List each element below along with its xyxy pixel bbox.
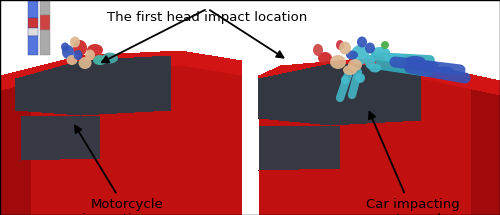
Ellipse shape bbox=[313, 44, 323, 56]
Ellipse shape bbox=[318, 52, 332, 64]
Ellipse shape bbox=[330, 55, 346, 69]
Ellipse shape bbox=[73, 40, 87, 56]
Ellipse shape bbox=[365, 43, 375, 54]
Ellipse shape bbox=[341, 75, 349, 84]
Bar bbox=[40, 30, 50, 55]
Ellipse shape bbox=[343, 65, 357, 75]
Ellipse shape bbox=[351, 45, 369, 65]
Ellipse shape bbox=[78, 57, 92, 69]
Ellipse shape bbox=[370, 47, 390, 57]
Ellipse shape bbox=[102, 52, 118, 63]
Ellipse shape bbox=[336, 40, 344, 50]
Ellipse shape bbox=[381, 41, 389, 49]
Ellipse shape bbox=[85, 49, 95, 60]
Bar bbox=[28, 28, 38, 36]
Text: Car impacting
motorcycle: Car impacting motorcycle bbox=[366, 112, 460, 215]
Ellipse shape bbox=[70, 37, 80, 48]
Ellipse shape bbox=[339, 41, 351, 54]
Ellipse shape bbox=[348, 59, 362, 71]
Ellipse shape bbox=[355, 73, 365, 83]
Ellipse shape bbox=[421, 61, 439, 69]
Bar bbox=[40, 0, 50, 15]
Ellipse shape bbox=[93, 55, 107, 65]
Bar bbox=[28, 18, 38, 28]
Text: Motorcycle
impacting car: Motorcycle impacting car bbox=[75, 126, 174, 215]
Ellipse shape bbox=[369, 63, 381, 72]
Ellipse shape bbox=[62, 45, 74, 59]
Bar bbox=[28, 0, 38, 18]
Bar bbox=[28, 36, 38, 55]
Bar bbox=[40, 15, 50, 30]
Ellipse shape bbox=[357, 37, 367, 48]
Ellipse shape bbox=[61, 43, 69, 52]
Ellipse shape bbox=[384, 54, 406, 63]
Ellipse shape bbox=[66, 55, 78, 65]
Ellipse shape bbox=[365, 55, 375, 69]
Ellipse shape bbox=[437, 66, 453, 74]
Ellipse shape bbox=[74, 50, 82, 60]
Ellipse shape bbox=[346, 51, 358, 60]
Ellipse shape bbox=[405, 56, 425, 64]
Text: The first head impact location: The first head impact location bbox=[108, 11, 308, 24]
Ellipse shape bbox=[87, 44, 103, 56]
